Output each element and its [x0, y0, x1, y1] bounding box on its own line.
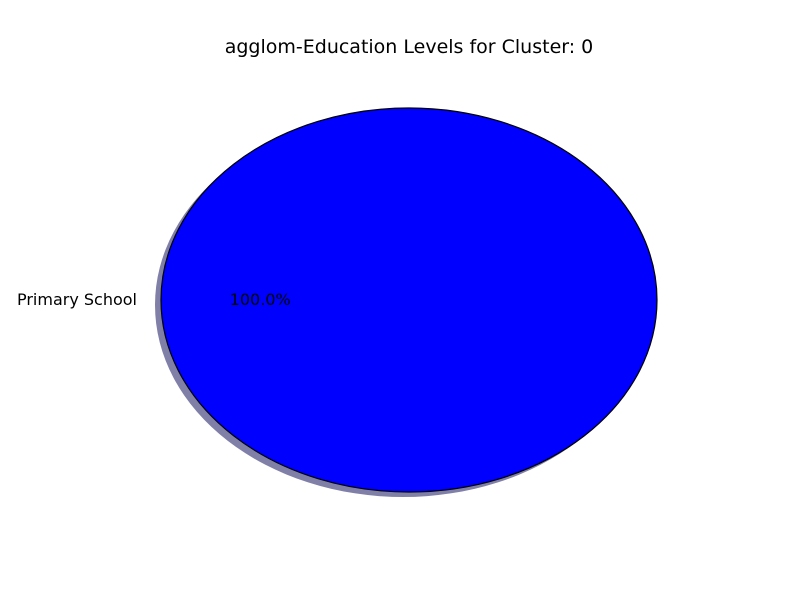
- slice-label: Primary School: [17, 290, 137, 309]
- slice-percent-label: 100.0%: [230, 290, 291, 309]
- chart-title: agglom-Education Levels for Cluster: 0: [225, 36, 594, 58]
- pie-slice: [160, 107, 658, 493]
- slices-layer: Primary School 100.0%: [17, 107, 658, 497]
